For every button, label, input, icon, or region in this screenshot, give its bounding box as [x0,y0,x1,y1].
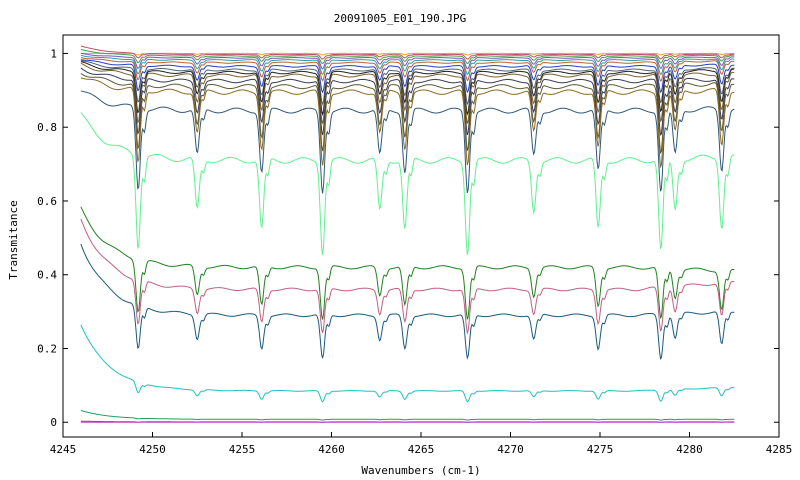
series-line [80,90,735,194]
series-line [80,61,735,117]
x-tick-label: 4265 [408,443,435,456]
series-line [80,410,735,421]
series-line [80,49,735,65]
series-line [80,112,735,256]
series-lines [80,45,735,423]
y-axis-label: Transmitance [7,200,20,279]
y-tick-label: 0.2 [37,342,57,355]
series-line [80,59,735,94]
x-tick-label: 4270 [497,443,524,456]
series-line [80,243,735,360]
series-line [80,67,735,136]
x-axis: 4245 4250 4255 4260 4265 4270 4275 4280 4285 [50,432,793,456]
series-line [80,77,735,169]
series-line [80,206,735,320]
x-tick-label: 4260 [318,443,345,456]
x-tick-label: 4250 [139,443,166,456]
y-tick-label: 0.6 [37,195,57,208]
series-line [80,57,735,82]
series-line [80,54,735,76]
series-line [80,52,735,70]
x-tick-label: 4245 [50,443,77,456]
x-tick-label: 4255 [229,443,256,456]
series-line [80,45,735,60]
x-axis-label: Wavenumbers (cm-1) [361,464,480,477]
x-tick-label: 4275 [587,443,614,456]
y-tick-label: 0.8 [37,121,57,134]
series-line [80,60,735,106]
series-line [80,73,735,155]
chart-title: 20091005_E01_190.JPG [334,12,466,25]
series-line [80,52,735,56]
y-tick-label: 1 [50,47,57,60]
x-tick-label: 4285 [766,443,793,456]
y-tick-label: 0.4 [37,269,57,282]
y-tick-label: 0 [50,416,57,429]
series-line [80,324,735,403]
x-tick-label: 4280 [676,443,703,456]
series-line [80,218,735,335]
y-axis: 0 0.2 0.4 0.6 0.8 1 [37,47,779,429]
series-line [80,62,735,124]
